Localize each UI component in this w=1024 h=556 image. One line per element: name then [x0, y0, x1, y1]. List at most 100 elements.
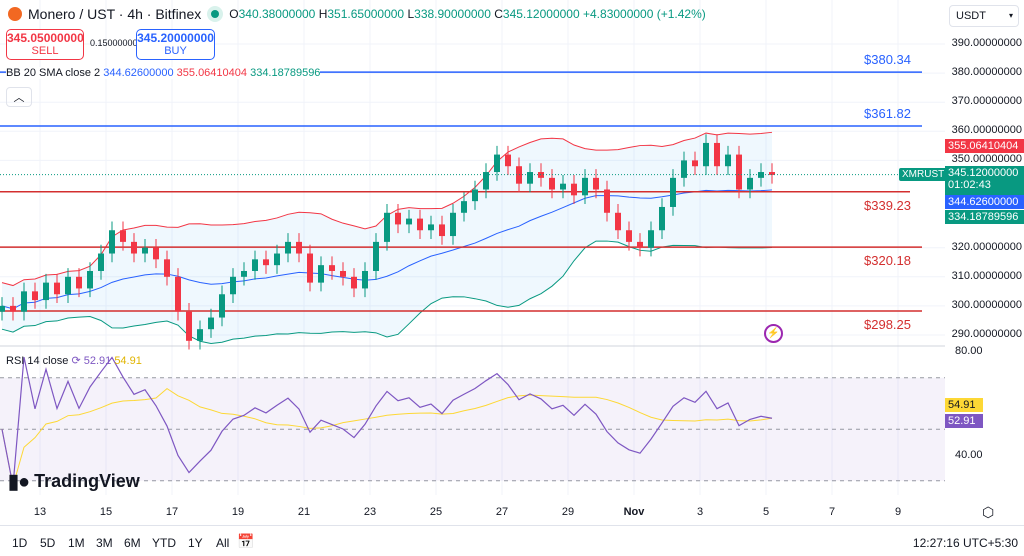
candle	[351, 276, 357, 289]
timeframe-button[interactable]: 1Y	[188, 536, 203, 550]
market-open-icon	[211, 10, 220, 18]
tradingview-logo: ▮● TradingView	[8, 471, 140, 493]
candle	[54, 282, 60, 295]
candle	[230, 276, 236, 295]
candle	[747, 177, 753, 190]
rsi-axis-40: 40.00	[955, 449, 983, 461]
timeframe-button[interactable]: 1D	[12, 536, 28, 550]
currency-select[interactable]: USDT ▾	[949, 5, 1019, 27]
time-axis-label: 7	[828, 506, 836, 518]
rsi-ma-tag: 54.91	[945, 398, 983, 412]
time-axis-label: 25	[429, 506, 443, 518]
timeframe-button[interactable]: YTD	[152, 536, 176, 550]
candle	[208, 317, 214, 330]
candle	[604, 189, 610, 213]
time-axis-label: 17	[165, 506, 179, 518]
low-value: 338.90000000	[414, 7, 491, 21]
open-value: 340.38000000	[238, 7, 316, 21]
candle	[769, 172, 775, 175]
candle	[725, 154, 731, 167]
timeframe-button[interactable]: 5D	[40, 536, 56, 550]
candle	[681, 160, 687, 178]
time-axis-label: Nov	[623, 506, 645, 518]
rsi-legend[interactable]: RSI 14 close ⟳ 52.91 54.91	[6, 355, 142, 367]
level-label: $380.34	[864, 52, 911, 68]
close-value: 345.12000000	[502, 7, 580, 21]
sell-button[interactable]: 345.05000000 SELL	[6, 29, 84, 60]
candle	[571, 183, 577, 196]
candle	[219, 294, 225, 318]
candle	[43, 282, 49, 301]
level-label: $298.25	[864, 316, 911, 332]
timeframe-button[interactable]: 6M	[124, 536, 141, 550]
price-axis-label: 390.00000000	[951, 37, 1022, 49]
candle	[142, 247, 148, 254]
candle	[285, 241, 291, 254]
candle	[505, 154, 511, 167]
candle	[120, 230, 126, 242]
candle	[428, 224, 434, 231]
candle	[21, 291, 27, 312]
candle	[593, 177, 599, 190]
change-value: +4.83000000 (+1.42%)	[583, 7, 706, 21]
bb-legend[interactable]: BB 20 SMA close 2 344.62600000 355.06410…	[6, 67, 321, 79]
candle	[758, 172, 764, 178]
symbol-title[interactable]: Monero / UST · 4h · Bitfinex	[28, 6, 202, 22]
candle	[186, 311, 192, 341]
chart-header: Monero / UST · 4h · Bitfinex O340.380000…	[8, 6, 706, 22]
candle	[65, 276, 71, 295]
candle	[164, 259, 170, 277]
time-axis-label: 9	[894, 506, 902, 518]
candle	[153, 247, 159, 260]
time-axis-label: 19	[231, 506, 245, 518]
candle	[417, 218, 423, 231]
candle	[0, 305, 5, 312]
buy-button[interactable]: 345.20000000 BUY	[136, 29, 215, 60]
time-axis-label: 27	[495, 506, 509, 518]
bb-basis-tag: 344.62600000	[945, 195, 1024, 209]
candle	[296, 241, 302, 254]
timeframe-button[interactable]: All	[216, 536, 230, 550]
rsi-ma-line	[1, 387, 773, 487]
time-axis-label: 15	[99, 506, 113, 518]
calendar-icon[interactable]: 📅	[237, 533, 255, 549]
chart-canvas[interactable]	[0, 0, 945, 525]
timeframe-button[interactable]: 1M	[68, 536, 85, 550]
clock[interactable]: 12:27:16 UTC+5:30	[912, 536, 1018, 550]
candle	[659, 206, 665, 231]
candle	[109, 230, 115, 254]
time-axis-label: 21	[297, 506, 311, 518]
candle	[307, 253, 313, 283]
candle	[197, 329, 203, 341]
candle	[714, 142, 720, 167]
candle	[87, 270, 93, 289]
timeframe-button[interactable]: 3M	[96, 536, 113, 550]
rsi-tag: 52.91	[945, 414, 983, 428]
last-price-tag: 345.12000000 01:02:43	[945, 166, 1024, 195]
price-axis-label: 370.00000000	[951, 95, 1022, 108]
candle	[461, 201, 467, 213]
candle	[32, 291, 38, 301]
bar-countdown: 01:02:43	[948, 179, 991, 191]
time-axis-label: 5	[762, 506, 770, 518]
settings-icon[interactable]: ⬡	[982, 504, 995, 520]
rsi-axis-80: 80.00	[955, 345, 983, 357]
price-axis-label: 360.00000000	[951, 124, 1022, 137]
candle	[406, 218, 412, 225]
price-axis-label: 300.00000000	[951, 298, 1022, 311]
candle	[252, 259, 258, 271]
collapse-legend-button[interactable]: ︿	[6, 87, 32, 107]
rsi-line	[1, 356, 773, 487]
bb-upper-tag: 355.06410404	[945, 139, 1024, 153]
price-axis-label: 350.00000000	[951, 153, 1022, 166]
price-axis-label: 310.00000000	[951, 269, 1022, 282]
high-value: 351.65000000	[327, 7, 405, 21]
candle	[175, 276, 181, 312]
candle	[274, 253, 280, 266]
price-axis-label: 320.00000000	[951, 240, 1022, 253]
candle	[373, 241, 379, 271]
price-axis-label: 380.00000000	[951, 66, 1022, 79]
candle	[736, 154, 742, 190]
candle	[131, 241, 137, 254]
lightning-icon[interactable]: ⚡	[764, 324, 783, 343]
